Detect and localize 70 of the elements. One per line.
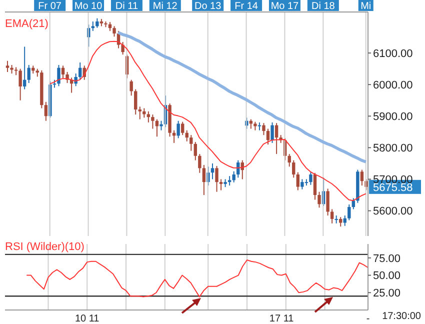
candlestick <box>228 176 232 186</box>
candlestick <box>78 62 82 80</box>
candlestick <box>22 46 26 90</box>
candlestick <box>313 172 317 200</box>
line-series <box>26 259 368 298</box>
candlestick <box>138 106 142 120</box>
candlestick <box>288 153 291 168</box>
series-label: RSI (Wilder)(10) <box>5 241 84 253</box>
candlestick <box>112 26 116 38</box>
x-tick-label: 17 11 <box>269 313 294 324</box>
candlestick <box>176 120 180 139</box>
candlestick <box>190 134 193 152</box>
candlestick <box>352 198 356 210</box>
y-tick-label: 6100.00 <box>373 48 413 60</box>
y-tick-label: 75.00 <box>373 252 401 265</box>
x-tick-label: Mi 12 <box>152 1 178 12</box>
candlestick <box>18 68 22 101</box>
candlestick <box>202 164 206 196</box>
candlestick <box>151 114 154 130</box>
line-series <box>116 31 368 164</box>
y-tick-label: 5800.00 <box>373 142 413 155</box>
candlestick <box>292 160 296 178</box>
candlestick <box>194 141 198 161</box>
x-tick-label: Do 13 <box>194 1 222 12</box>
candlestick <box>121 41 124 56</box>
x-tick-label: Mo 10 <box>74 1 103 12</box>
candlestick <box>348 204 351 221</box>
text: EMA(21) <box>5 18 48 30</box>
candlestick <box>219 178 223 191</box>
candlestick <box>61 65 65 79</box>
candlestick <box>326 188 330 216</box>
candlestick <box>142 108 146 118</box>
x-tick-label: Fr 14 <box>234 1 258 12</box>
x-tick-label: Di 11 <box>115 1 138 12</box>
candlestick <box>91 20 95 32</box>
candlestick <box>146 110 150 123</box>
y-tick-label: 5900.00 <box>373 111 413 124</box>
candlestick <box>180 121 184 136</box>
candlestick <box>300 178 304 190</box>
y-tick-label: 50.00 <box>373 270 401 282</box>
candlestick <box>198 153 202 174</box>
y-tick-label: 5600.00 <box>373 206 413 218</box>
candlestick <box>215 165 218 192</box>
candlestick <box>270 122 274 144</box>
candlestick <box>44 101 48 122</box>
candlestick <box>296 172 300 191</box>
x-tick-label: Fr 07 <box>38 1 62 12</box>
x-tick-label: Di 18 <box>311 1 336 12</box>
candlestick <box>266 128 270 146</box>
candlestick <box>309 172 312 186</box>
candlestick <box>232 170 236 183</box>
y-tick-label: 6000.00 <box>373 79 413 92</box>
candlestick <box>360 169 364 186</box>
candlestick <box>57 64 60 87</box>
candlestick <box>134 88 138 116</box>
candlestick <box>318 191 321 208</box>
x-tick-label: 10 11 <box>74 313 100 324</box>
candlestick <box>274 122 278 154</box>
text: 17:30:00 <box>382 311 421 322</box>
candlestick <box>262 122 266 136</box>
candlestick <box>210 162 214 180</box>
candlestick <box>6 60 10 72</box>
x-tick-label: Mi <box>360 1 372 12</box>
candlestick <box>330 208 334 224</box>
candlestick <box>130 79 133 96</box>
x-tick-label: Mo 17 <box>270 1 300 12</box>
y-tick-label: 25.00 <box>373 288 401 300</box>
candlestick <box>96 18 99 28</box>
x-tick-label: - <box>366 313 370 324</box>
candlestick <box>27 64 30 84</box>
